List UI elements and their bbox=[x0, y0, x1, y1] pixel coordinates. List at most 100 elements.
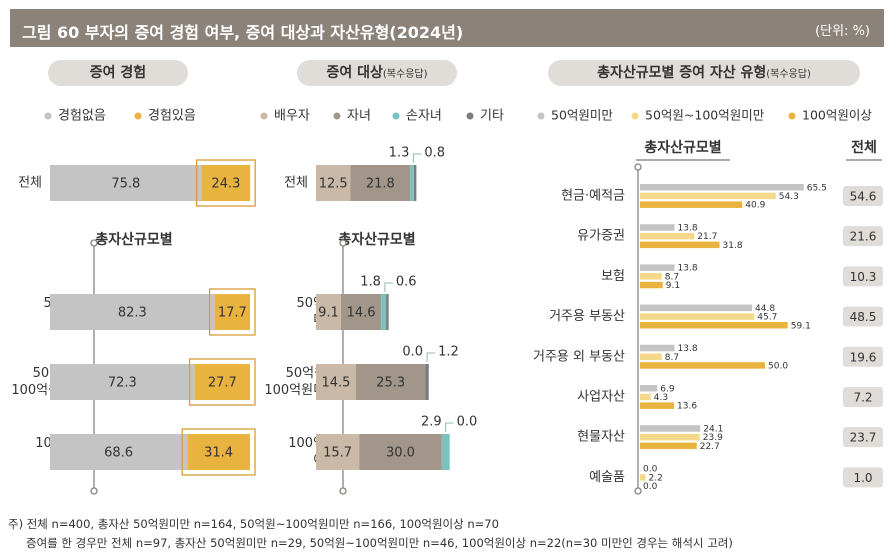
legend-target-label-3: 기타 bbox=[480, 109, 504, 124]
total-box-asset-6 bbox=[843, 427, 883, 448]
bar-target-total-2 bbox=[410, 165, 414, 201]
category-asset-4: 거주용 외 부동산 bbox=[533, 349, 625, 364]
label-asset-2-2: 9.1 bbox=[666, 281, 680, 291]
bar-target-row-1-3 bbox=[425, 364, 429, 400]
label-experience-total-0: 75.8 bbox=[111, 177, 140, 192]
category-asset-1: 유가증권 bbox=[577, 229, 625, 244]
bar-asset-5-2 bbox=[640, 402, 674, 409]
bar-asset-3-0 bbox=[640, 304, 752, 312]
bar-asset-2-2 bbox=[640, 281, 663, 289]
label-target-total-2: 1.3 bbox=[389, 146, 410, 161]
total-box-asset-3 bbox=[843, 306, 883, 327]
bar-asset-5-1 bbox=[640, 393, 651, 401]
bar-target-total-3 bbox=[413, 165, 417, 201]
label-asset-4-0: 13.8 bbox=[678, 344, 698, 354]
asset-total-title: 전체 bbox=[851, 139, 877, 156]
bar-target-row-2-2 bbox=[441, 434, 450, 470]
label-target-row-0-0: 9.1 bbox=[318, 306, 339, 321]
axis-experience-cap-bottom bbox=[90, 487, 98, 495]
bar-target-row-2-1 bbox=[359, 434, 442, 470]
bar-asset-1-0 bbox=[640, 224, 675, 231]
total-label-asset-2: 10.3 bbox=[850, 270, 877, 284]
legend-asset-marker-2 bbox=[788, 112, 796, 120]
connector-target-row-2 bbox=[445, 422, 454, 432]
target-group-title: 총자산규모별 bbox=[338, 231, 415, 248]
experience-panel-title: 증여 경험 bbox=[48, 60, 188, 86]
label-target-row-1-0: 14.5 bbox=[321, 376, 350, 391]
legend-asset-label-2: 100억원이상 bbox=[802, 108, 872, 123]
category-target-total: 전체 bbox=[284, 176, 308, 191]
bar-target-total-1 bbox=[350, 165, 411, 201]
bar-experience-row-2-0 bbox=[50, 434, 188, 470]
bar-asset-2-1 bbox=[640, 273, 662, 280]
bar-experience-row-2-1 bbox=[187, 434, 250, 470]
label-asset-0-1: 54.3 bbox=[779, 192, 799, 202]
label-target-row-2-0: 15.7 bbox=[323, 446, 352, 461]
legend-asset-label-1: 50억원~100억원미만 bbox=[645, 108, 765, 123]
axis-asset-cap-bottom bbox=[634, 487, 642, 495]
label-experience-row-2-0: 68.6 bbox=[104, 446, 133, 461]
highlight-box-experience-row-0 bbox=[208, 288, 256, 336]
label-target-row-2-3: 0.0 bbox=[457, 415, 478, 430]
label-asset-1-2: 31.8 bbox=[723, 241, 743, 251]
legend-target-marker-0 bbox=[260, 112, 268, 120]
label-experience-row-0-1: 17.7 bbox=[218, 306, 247, 321]
highlight-box-experience-row-2 bbox=[181, 428, 256, 476]
bar-asset-2-0 bbox=[640, 264, 675, 271]
bar-asset-1-1 bbox=[640, 232, 695, 240]
category-asset-6: 현물자산 bbox=[577, 430, 625, 445]
unit-label: (단위: %) bbox=[815, 24, 870, 39]
total-label-asset-4: 19.6 bbox=[850, 350, 877, 364]
footnote-2: 증여를 한 경우만 전체 n=97, 총자산 50억원미만 n=29, 50억원… bbox=[26, 536, 733, 550]
label-asset-1-1: 21.7 bbox=[697, 232, 717, 242]
legend-experience-label-0: 경험없음 bbox=[58, 109, 106, 124]
label-asset-3-1: 45.7 bbox=[757, 313, 777, 323]
connector-target-total bbox=[412, 153, 422, 163]
label-asset-6-1: 23.9 bbox=[703, 433, 723, 443]
bar-asset-4-0 bbox=[640, 344, 675, 352]
bar-asset-1-2 bbox=[640, 241, 720, 249]
bar-asset-4-1 bbox=[640, 353, 662, 360]
category-asset-3: 거주용 부동산 bbox=[549, 309, 625, 324]
axis-target-cap-top bbox=[339, 239, 347, 247]
label-target-total-0: 12.5 bbox=[319, 177, 348, 192]
label-target-row-2-1: 30.0 bbox=[386, 446, 415, 461]
bar-target-row-2-0 bbox=[316, 434, 360, 470]
label-asset-3-2: 59.1 bbox=[791, 321, 811, 331]
connector-target-row-1 bbox=[426, 352, 436, 362]
bar-asset-6-2 bbox=[640, 442, 697, 450]
axis-experience-cap-top bbox=[90, 239, 98, 247]
bar-asset-6-1 bbox=[640, 433, 700, 441]
bar-target-row-0-1 bbox=[341, 294, 382, 330]
label-asset-3-0: 44.8 bbox=[755, 304, 775, 314]
legend-target-label-0: 배우자 bbox=[274, 109, 310, 124]
label-asset-4-2: 50.0 bbox=[768, 361, 788, 371]
bar-target-row-1-1 bbox=[355, 364, 426, 400]
bar-asset-7-1 bbox=[640, 474, 646, 481]
bar-asset-5-0 bbox=[640, 385, 658, 392]
bar-asset-4-2 bbox=[640, 362, 765, 369]
legend-experience-marker-1 bbox=[134, 112, 142, 120]
label-asset-2-1: 8.7 bbox=[665, 272, 679, 282]
legend-target-marker-1 bbox=[333, 112, 341, 120]
label-target-total-1: 21.8 bbox=[366, 177, 395, 192]
bar-target-row-0-0 bbox=[316, 294, 342, 330]
bar-target-total-0 bbox=[316, 165, 351, 201]
bar-experience-row-1-0 bbox=[50, 364, 195, 400]
bar-asset-0-1 bbox=[640, 192, 776, 200]
bar-asset-3-1 bbox=[640, 313, 755, 320]
label-asset-5-1: 4.3 bbox=[654, 393, 668, 403]
bar-asset-6-0 bbox=[640, 425, 701, 432]
bar-experience-row-0-1 bbox=[214, 294, 250, 330]
bar-experience-row-0-0 bbox=[50, 294, 215, 330]
total-label-asset-0: 54.6 bbox=[850, 189, 877, 203]
label-target-row-1-3: 1.2 bbox=[438, 345, 459, 360]
total-box-asset-7 bbox=[843, 467, 883, 488]
total-box-asset-5 bbox=[843, 386, 883, 407]
label-experience-row-2-1: 31.4 bbox=[204, 446, 233, 461]
label-asset-5-2: 13.6 bbox=[677, 402, 697, 412]
label-experience-row-0-0: 82.3 bbox=[118, 306, 147, 321]
bar-target-row-0-3 bbox=[386, 294, 389, 330]
total-label-asset-3: 48.5 bbox=[850, 310, 877, 324]
